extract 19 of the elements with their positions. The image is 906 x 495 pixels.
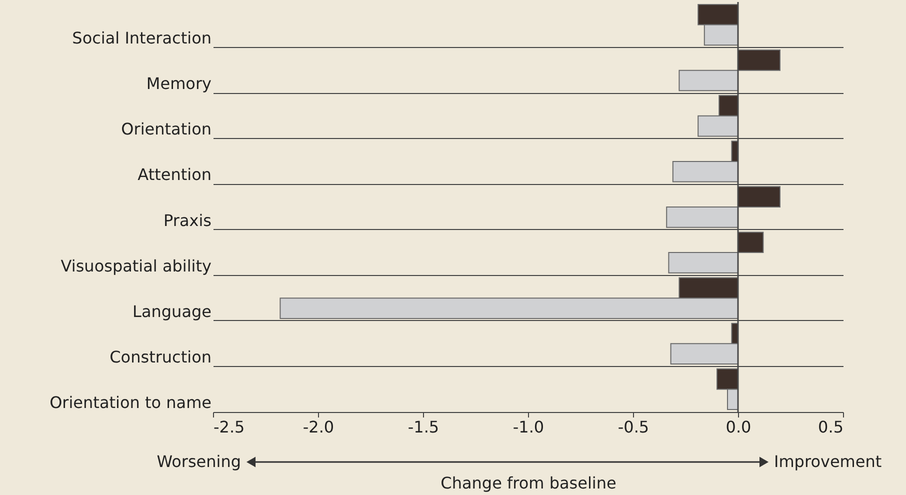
y-tick-label: Language bbox=[132, 302, 212, 321]
text: Improvement bbox=[774, 452, 882, 471]
x-tick-label: 0.0 bbox=[726, 418, 752, 436]
y-tick-label: Memory bbox=[146, 74, 212, 94]
x-tick-label: -1.0 bbox=[512, 418, 544, 436]
y-tick-label: Visuospatial ability bbox=[60, 256, 212, 276]
y-tick-label: Orientation to name bbox=[50, 393, 212, 412]
x-tick-label: 0.5 bbox=[818, 418, 844, 436]
y-tick-label: Orientation bbox=[121, 120, 212, 139]
x-tick-label: -0.5 bbox=[618, 418, 650, 436]
x-axis-title: Change from baseline bbox=[440, 474, 616, 492]
y-tick-label: Praxis bbox=[164, 210, 212, 230]
y-tick-label: Construction bbox=[110, 347, 212, 366]
x-tick-label: -1.5 bbox=[408, 418, 440, 436]
y-tick-label: Social Interaction bbox=[72, 28, 212, 48]
x-tick-label: -2.0 bbox=[302, 418, 334, 436]
text: Worsening bbox=[156, 452, 241, 471]
x-tick-label: -2.5 bbox=[214, 418, 245, 436]
y-tick-label: Attention bbox=[138, 165, 212, 184]
